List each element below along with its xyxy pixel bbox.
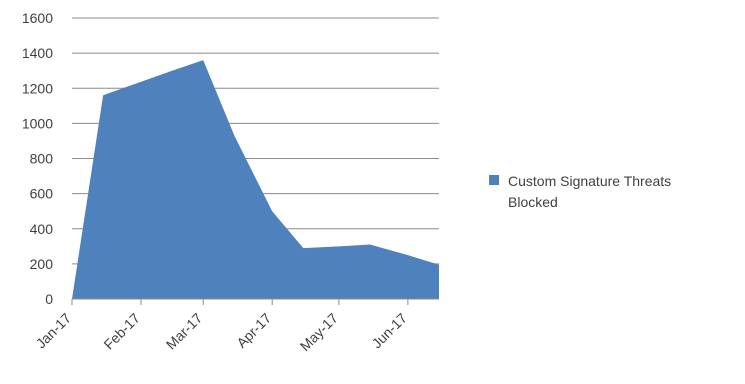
y-tick-label: 800 (30, 151, 54, 167)
legend-label: Custom Signature Threats Blocked (508, 173, 671, 210)
y-tick-label: 400 (30, 221, 54, 237)
x-tick-label: Feb-17 (100, 310, 143, 353)
x-tick-label: Jun-17 (368, 310, 410, 352)
legend-swatch (489, 175, 499, 185)
y-tick-label: 0 (45, 291, 53, 307)
y-tick-label: 1400 (22, 45, 53, 61)
y-tick-label: 600 (30, 186, 54, 202)
x-tick-label: Jan-17 (33, 310, 75, 352)
y-tick-label: 1000 (22, 115, 53, 131)
x-tick-label: Apr-17 (233, 310, 274, 351)
x-tick-label: May-17 (297, 310, 341, 354)
area-series-0 (72, 60, 439, 300)
y-tick-label: 1600 (22, 10, 53, 26)
plot-area (72, 60, 439, 300)
y-tick-label: 200 (30, 256, 54, 272)
x-tick-label: Mar-17 (163, 310, 206, 353)
y-tick-label: 1200 (22, 80, 53, 96)
legend: Custom Signature Threats Blocked (489, 173, 671, 210)
